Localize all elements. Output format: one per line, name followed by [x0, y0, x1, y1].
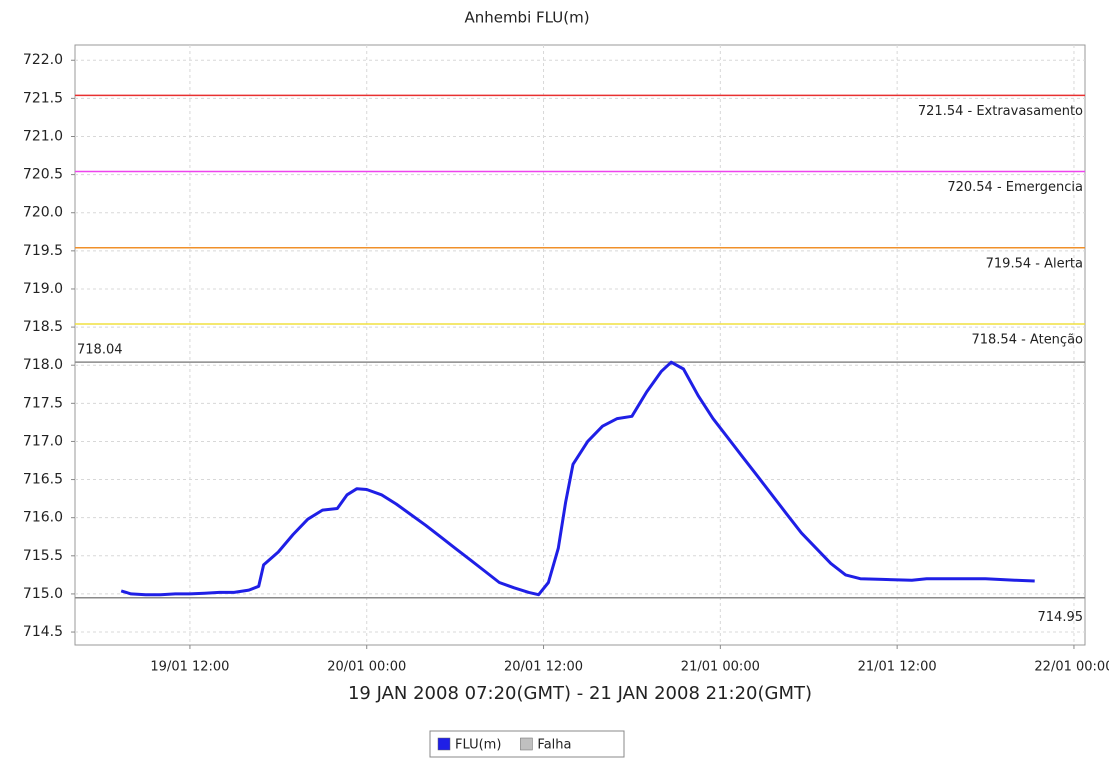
- y-tick-label: 717.5: [23, 395, 63, 411]
- y-tick-label: 718.0: [23, 357, 63, 373]
- legend-swatch: [437, 737, 451, 751]
- marker-label: 718.54 - Atenção: [971, 333, 1083, 348]
- marker-label: 718.04: [77, 343, 123, 358]
- legend-label: FLU(m): [455, 738, 501, 753]
- y-tick-label: 718.5: [23, 319, 63, 335]
- marker-label: 721.54 - Extravasamento: [918, 104, 1083, 119]
- x-tick-label: 21/01 00:00: [681, 660, 760, 675]
- legend-swatch: [520, 737, 533, 751]
- y-tick-label: 719.5: [23, 243, 63, 259]
- x-tick-label: 22/01 00:00: [1034, 660, 1109, 675]
- y-tick-label: 715.5: [23, 548, 63, 564]
- y-tick-label: 720.5: [23, 167, 63, 183]
- marker-label: 720.54 - Emergencia: [947, 180, 1083, 195]
- y-tick-label: 722.0: [23, 52, 63, 68]
- marker-label: 714.95: [1038, 610, 1084, 625]
- y-tick-label: 719.0: [23, 281, 63, 297]
- y-tick-label: 716.5: [23, 472, 63, 488]
- x-axis-title: 19 JAN 2008 07:20(GMT) - 21 JAN 2008 21:…: [348, 683, 812, 704]
- chart-title: Anhembi FLU(m): [464, 9, 589, 27]
- marker-label: 719.54 - Alerta: [986, 256, 1083, 271]
- y-tick-label: 716.0: [23, 510, 63, 526]
- x-tick-label: 19/01 12:00: [150, 660, 229, 675]
- x-tick-label: 21/01 12:00: [858, 660, 937, 675]
- x-tick-label: 20/01 12:00: [504, 660, 583, 675]
- x-tick-label: 20/01 00:00: [327, 660, 406, 675]
- data-line: [120, 360, 1035, 597]
- y-tick-label: 715.0: [23, 586, 63, 602]
- y-tick-label: 721.0: [23, 128, 63, 144]
- y-tick-label: 714.5: [23, 624, 63, 640]
- y-tick-label: 720.0: [23, 205, 63, 221]
- plot-area: [74, 44, 1086, 646]
- y-tick-label: 717.0: [23, 433, 63, 449]
- y-tick-label: 721.5: [23, 90, 63, 106]
- legend-label: Falha: [537, 738, 571, 753]
